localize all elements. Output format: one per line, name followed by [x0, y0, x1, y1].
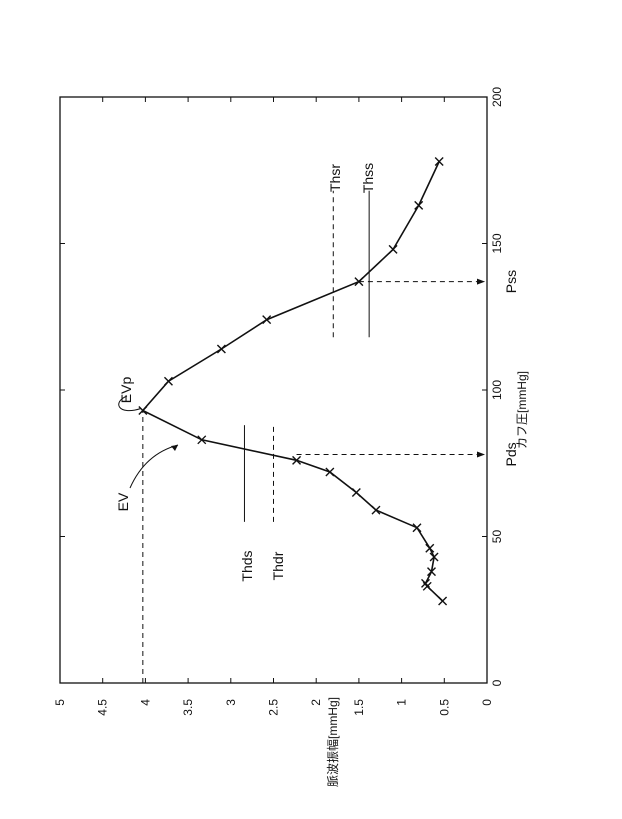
pds-label: Pds	[503, 442, 519, 466]
ev-leader-arrowhead	[171, 445, 178, 451]
data-point	[439, 597, 447, 605]
data-point	[217, 345, 225, 353]
pss-label: Pss	[503, 270, 519, 293]
x-axis-title: カフ圧[mmHg]	[515, 371, 529, 449]
y-tick-label: 0.5	[437, 699, 451, 716]
data-point	[413, 524, 421, 532]
data-point	[326, 468, 334, 476]
tick-labels: 0 50 100 150 200 0 0.5 1 1.5 2 2.5 3 3.5 4 4.5 5 カフ圧[mmH…	[53, 87, 529, 787]
series-layer	[139, 157, 447, 605]
data-point	[263, 316, 271, 324]
data-point	[352, 489, 360, 497]
data-point	[426, 544, 434, 552]
x-tick-label: 100	[490, 380, 504, 400]
x-tick-label: 150	[490, 233, 504, 253]
data-point	[164, 377, 172, 385]
x-tick-label: 200	[490, 87, 504, 107]
y-axis-title: 脈波振幅[mmHg]	[325, 697, 340, 787]
data-point	[372, 506, 380, 514]
arrowhead	[477, 279, 485, 285]
x-tick-label: 50	[490, 530, 504, 544]
data-point	[415, 201, 423, 209]
y-tick-label: 0	[480, 699, 494, 706]
data-point	[139, 407, 147, 415]
series-line	[143, 162, 443, 602]
y-tick-label: 2.5	[267, 699, 281, 716]
y-tick-label: 1.5	[352, 699, 366, 716]
thss-label: Thss	[360, 163, 376, 193]
data-point	[389, 245, 397, 253]
data-point	[422, 579, 430, 587]
ev-leader	[130, 445, 178, 488]
y-tick-label: 4	[138, 699, 152, 706]
thdr-label: Thdr	[270, 551, 286, 580]
ev-label: EV	[115, 492, 131, 511]
evp-label: EVp	[118, 377, 134, 404]
annotations: Thds Thdr Thsr Thss Pds Pss EVp EV	[115, 163, 519, 582]
y-tick-label: 2	[309, 699, 323, 706]
arrowhead	[477, 451, 485, 457]
y-tick-label: 5	[53, 699, 67, 706]
thds-label: Thds	[239, 550, 255, 581]
y-tick-label: 1	[395, 699, 409, 706]
y-tick-label: 3.5	[181, 699, 195, 716]
y-tick-label: 4.5	[96, 699, 110, 716]
thsr-label: Thsr	[327, 164, 343, 192]
data-point	[435, 157, 443, 165]
y-tick-label: 3	[224, 699, 238, 706]
x-tick-label: 0	[490, 679, 504, 686]
